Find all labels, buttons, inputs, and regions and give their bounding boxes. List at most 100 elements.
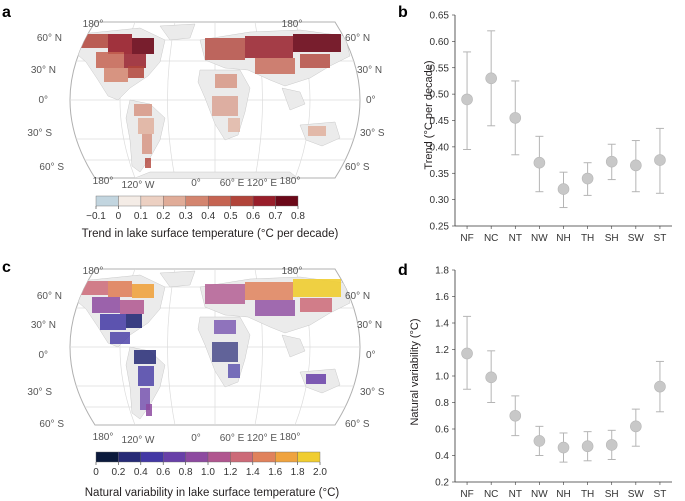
chart-b-ytick-label: 0.65 [430,11,450,22]
map-c-bottom-lon-60e: 60° E [220,433,245,444]
colorbar-a-tick-label: −0.1 [86,211,106,222]
colorbar-c-swatch [207,451,231,463]
chart-b-point [461,93,473,106]
chart-d-point [461,347,473,360]
chart-b-ytick-label: 0.45 [430,116,450,127]
colorbar-c-tick-label: 1.0 [201,467,215,478]
chart-d-xtick-label: NT [509,489,522,500]
colorbar-a-tick-label: 0 [116,211,122,222]
map-c-lat-left-0: 0° [38,350,48,361]
chart-b-point [581,172,594,185]
chart-b-xtick-label: SW [628,233,645,244]
colorbar-c-swatch [297,451,321,463]
map-c-lat-right-30n: 30° N [357,320,382,331]
map-a-top-lon-left: 180° [83,19,104,30]
chart-b-ytick-label: 0.55 [430,63,450,74]
map-a-labels: 60° N 30° N 0° 30° S 60° S 60° N 30° N 0… [27,19,384,191]
colorbar-c-tick-label: 0 [93,467,99,478]
chart-d-ytick-label: 1.2 [435,345,449,356]
colorbar-a-tick-label: 0.2 [156,211,170,222]
colorbar-a-title: Trend in lake surface temperature (°C pe… [82,228,339,240]
map-c-lat-left-30n: 30° N [31,320,56,331]
chart-d-point [630,420,642,433]
map-a-lat-right-0: 0° [366,95,376,106]
chart-b-xtick-label: SH [605,233,619,244]
chart-b-xtick-label: TH [581,233,594,244]
map-a-lat-right-60n: 60° N [345,33,370,44]
chart-d: 0.2 0.4 0.6 0.8 1.0 1.2 1.4 1.6 1.8 NF NC NT NW NH TH S… [435,266,672,500]
chart-d-xtick-label: ST [654,489,667,500]
colorbar-a-tick-label: 0.5 [224,211,238,222]
chart-d-point [557,441,570,454]
chart-b-ylabel: Trend (°C per decade) [423,60,435,169]
map-a-lake-trends [78,34,341,168]
colorbar-a-swatch [118,195,142,207]
colorbar-a: −0.1 0 0.1 0.2 0.3 0.4 0.5 0.6 0.7 0.8 [86,195,305,222]
colorbar-c-swatch [162,451,186,463]
map-c-bottom-lon-120w: 120° W [122,435,155,446]
chart-b-ytick-label: 0.60 [430,37,450,48]
chart-d-xtick-label: NH [556,489,570,500]
map-a-bottom-lon-60e: 60° E [220,178,245,189]
colorbar-a-swatch [230,195,254,207]
chart-d-point [533,435,546,447]
panel-letter-c: c [2,259,11,276]
map-a-lat-right-30s: 30° S [360,128,385,139]
colorbar-c-tick-label: 0.8 [179,467,193,478]
chart-b-point [509,112,522,124]
map-c-lat-right-0: 0° [366,350,376,361]
colorbar-c-tick-label: 0.2 [111,467,125,478]
map-c-top-lon-left: 180° [83,266,104,277]
map-c-top-lon-right: 180° [282,266,303,277]
chart-d-ytick-label: 1.6 [435,292,449,303]
map-a-bottom-lon-0: 0° [191,178,201,189]
colorbar-a-swatch [208,195,231,207]
chart-d-ylabel: Natural variability (°C) [409,318,421,425]
colorbar-c: 0 0.2 0.4 0.6 0.8 1.0 1.2 1.4 1.6 1.8 2.0 [93,451,327,478]
colorbar-a-swatch [95,195,119,207]
map-a-bottom-lon-120w: 120° W [122,180,155,191]
panel-letter-d: d [398,262,408,279]
map-a-lat-right-30n: 30° N [357,65,382,76]
map-c-bottom-lon-0: 0° [191,433,201,444]
map-a-top-lon-right: 180° [282,19,303,30]
colorbar-a-tick-label: 0.7 [269,211,283,222]
map-a-lat-right-60s: 60° S [345,162,370,173]
chart-d-xtick-label: SW [628,489,645,500]
chart-b-ytick-label: 0.35 [430,169,450,180]
colorbar-a-swatch [185,195,209,207]
map-c-lat-left-30s: 30° S [27,387,52,398]
colorbar-c-swatch [252,451,276,463]
colorbar-c-tick-label: 0.6 [156,467,170,478]
chart-b-point [557,183,570,195]
map-c-bottom-lon-180w: 180° [93,432,114,443]
chart-b-xtick-label: NC [484,233,498,244]
chart-d-xtick-label: NW [531,489,548,500]
colorbar-a-tick-label: 0.8 [291,211,305,222]
colorbar-a-swatch [275,195,299,207]
map-a-lat-left-30s: 30° S [27,128,52,139]
chart-b-xtick-label: NH [556,233,570,244]
map-c-lake-variability [78,279,341,416]
chart-d-xtick-label: NC [484,489,498,500]
colorbar-c-tick-label: 1.2 [223,467,237,478]
chart-b-ytick-label: 0.50 [430,90,450,101]
map-c-lat-left-60s: 60° S [39,419,64,430]
chart-d-ytick-label: 1.0 [435,372,449,383]
chart-b-point [654,154,666,166]
colorbar-a-tick-label: 0.6 [246,211,260,222]
chart-b-xtick-label: NT [509,233,522,244]
chart-b-point [533,156,546,169]
colorbar-c-tick-label: 1.8 [291,467,305,478]
colorbar-a-tick-label: 0.4 [201,211,215,222]
map-a-bottom-lon-180e: 180° [280,176,301,187]
colorbar-c-swatch [185,451,209,463]
chart-d-ytick-label: 0.4 [435,451,449,462]
colorbar-c-title: Natural variability in lake surface temp… [85,487,340,499]
map-c-lat-left-60n: 60° N [37,291,62,302]
chart-d-xtick-label: TH [581,489,594,500]
colorbar-a-swatch [252,195,276,207]
chart-d-xtick-label: SH [605,489,619,500]
colorbar-a-swatch [163,195,186,207]
